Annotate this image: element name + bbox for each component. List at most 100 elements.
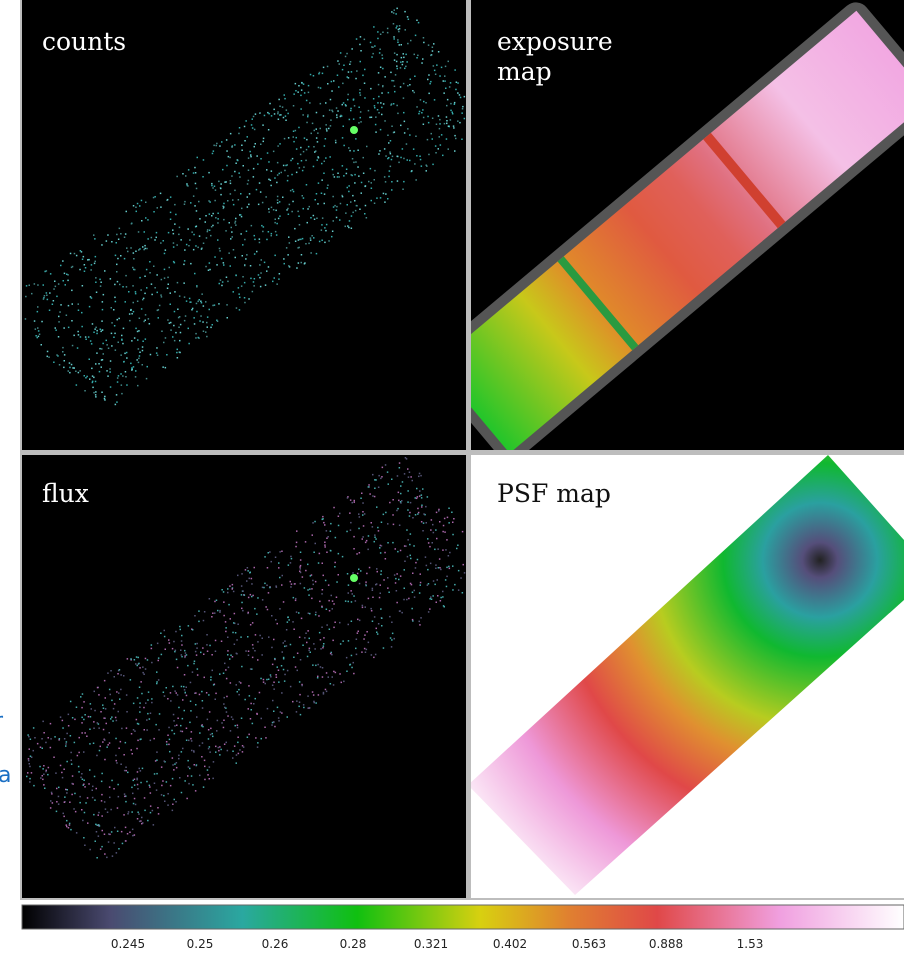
- dot: [395, 60, 398, 63]
- dot: [435, 567, 437, 569]
- dot: [374, 169, 376, 172]
- dot: [392, 131, 395, 134]
- dot: [157, 317, 159, 319]
- dot: [169, 218, 172, 220]
- dot: [370, 522, 372, 524]
- dot: [394, 582, 397, 584]
- dot: [390, 104, 392, 106]
- dot: [125, 727, 128, 729]
- dot: [275, 674, 277, 676]
- dot: [114, 403, 117, 406]
- dot: [187, 169, 190, 171]
- dot: [216, 730, 218, 732]
- dot: [273, 710, 275, 712]
- dot: [175, 801, 177, 803]
- dot: [132, 366, 135, 368]
- dot: [340, 115, 343, 117]
- dot: [195, 337, 197, 339]
- dot: [151, 293, 153, 296]
- dot: [276, 202, 279, 204]
- dot: [370, 116, 373, 118]
- dot: [364, 634, 366, 636]
- dot: [168, 726, 170, 729]
- dot: [308, 637, 310, 640]
- dot: [89, 378, 91, 380]
- dot: [213, 304, 216, 306]
- dot: [71, 265, 74, 268]
- dot: [45, 741, 47, 744]
- dot: [350, 107, 352, 110]
- dot: [220, 748, 222, 751]
- dot: [396, 509, 398, 512]
- dot: [117, 673, 119, 675]
- dot: [196, 285, 198, 287]
- dot: [66, 789, 68, 791]
- dot: [315, 137, 318, 139]
- dot: [463, 95, 466, 98]
- dot: [361, 606, 364, 609]
- dot: [226, 749, 229, 752]
- dot: [146, 780, 148, 783]
- dot: [426, 584, 429, 586]
- dot: [129, 319, 131, 322]
- dot: [267, 678, 270, 680]
- dot: [124, 741, 127, 744]
- dot: [162, 366, 164, 368]
- dot: [395, 590, 398, 592]
- dot: [28, 763, 30, 765]
- dot: [203, 676, 205, 679]
- dot: [186, 183, 188, 185]
- dot: [198, 235, 201, 237]
- dot: [116, 762, 118, 764]
- dot: [396, 67, 398, 70]
- dot: [285, 109, 288, 111]
- dot: [379, 592, 381, 594]
- dot: [34, 328, 37, 330]
- dot: [298, 705, 300, 708]
- dot: [113, 788, 115, 790]
- dot: [394, 74, 397, 76]
- dot: [432, 580, 435, 582]
- dot: [217, 212, 219, 214]
- dot: [187, 766, 190, 768]
- dot: [274, 230, 277, 233]
- dot: [137, 231, 140, 233]
- dot: [396, 65, 398, 67]
- dot: [160, 766, 163, 768]
- dot: [103, 833, 106, 835]
- dot: [252, 281, 255, 283]
- dot: [375, 116, 377, 118]
- dot: [116, 271, 118, 273]
- dot: [413, 545, 415, 547]
- dot: [347, 98, 349, 101]
- dot: [95, 396, 97, 398]
- dot: [214, 256, 216, 258]
- dot: [381, 92, 383, 94]
- dot: [231, 236, 233, 238]
- dot: [147, 219, 149, 221]
- dot: [256, 613, 258, 615]
- dot: [193, 750, 195, 752]
- dot: [191, 749, 193, 752]
- dot: [440, 66, 443, 69]
- dot: [126, 357, 128, 359]
- dot: [83, 375, 85, 377]
- dot: [361, 492, 363, 494]
- dot: [104, 395, 106, 398]
- dot: [300, 94, 302, 97]
- dot: [184, 249, 186, 251]
- dot: [237, 287, 240, 289]
- dot: [212, 187, 214, 189]
- dot: [59, 716, 62, 718]
- dot: [305, 184, 308, 186]
- dot: [351, 593, 353, 595]
- dot: [160, 278, 163, 281]
- dot: [222, 591, 225, 593]
- dot: [257, 742, 259, 744]
- dot: [317, 675, 319, 678]
- dot: [329, 683, 332, 685]
- dot: [262, 230, 264, 233]
- dot: [391, 189, 393, 191]
- dot: [165, 741, 168, 743]
- dot: [153, 211, 155, 213]
